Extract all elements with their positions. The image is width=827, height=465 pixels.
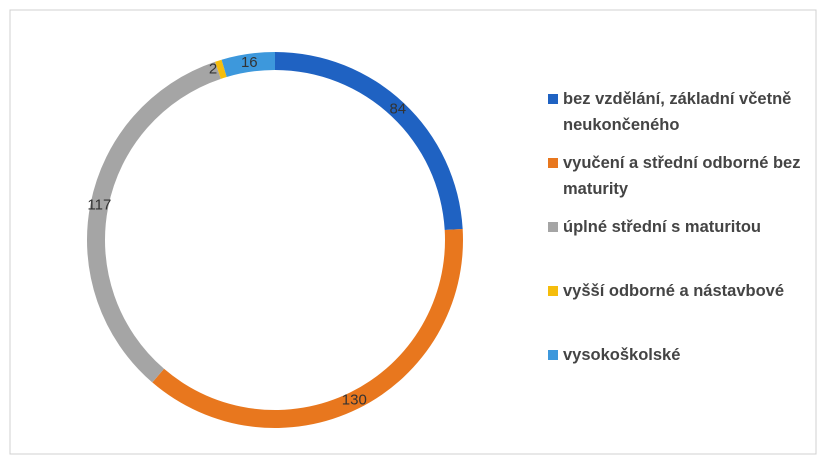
legend-item: bez vzdělání, základní včetně neukončené… xyxy=(548,86,813,150)
data-label: 16 xyxy=(241,54,258,71)
legend-item: vysokoškolské xyxy=(548,342,813,406)
data-label: 2 xyxy=(209,60,217,77)
donut-segment xyxy=(275,52,463,231)
donut-segment xyxy=(87,61,221,383)
legend-label: vyšší odborné a nástavbové xyxy=(563,282,785,300)
legend-swatch xyxy=(548,222,558,232)
data-label: 117 xyxy=(87,197,111,214)
data-label: 84 xyxy=(389,101,406,118)
legend-label: bez vzdělání, základní včetně neukončené… xyxy=(563,90,792,134)
donut-segment xyxy=(221,52,275,78)
data-label: 130 xyxy=(342,391,367,408)
legend-label: úplné střední s maturitou xyxy=(563,218,762,236)
donut-segment xyxy=(152,229,463,428)
legend-swatch xyxy=(548,158,558,168)
legend-item: vyšší odborné a nástavbové xyxy=(548,278,813,342)
legend-label: vysokoškolské xyxy=(563,346,681,364)
legend-item: úplné střední s maturitou xyxy=(548,214,813,278)
frame xyxy=(9,9,817,455)
legend-swatch xyxy=(548,94,558,104)
donut-segment xyxy=(215,59,227,79)
legend-swatch xyxy=(548,286,558,296)
legend-label: vyučení a střední odborné bez maturity xyxy=(563,154,801,198)
legend: bez vzdělání, základní včetně neukončené… xyxy=(548,86,813,406)
legend-item: vyučení a střední odborné bez maturity xyxy=(548,150,813,214)
legend-swatch xyxy=(548,350,558,360)
